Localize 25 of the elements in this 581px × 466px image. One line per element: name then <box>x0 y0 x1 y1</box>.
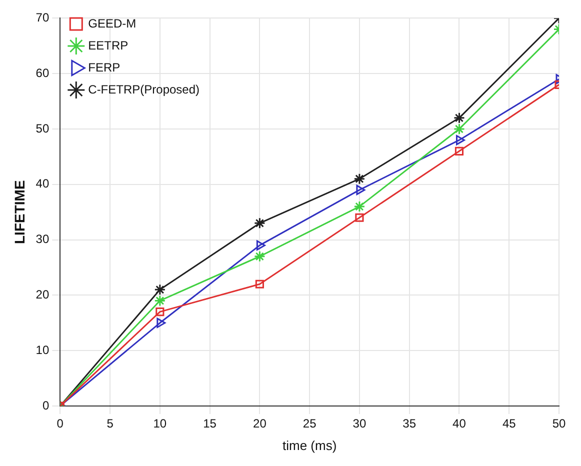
x-tick-label: 20 <box>253 416 267 431</box>
x-tick-label: 15 <box>203 416 217 431</box>
y-tick-label: 50 <box>36 121 50 136</box>
x-tick-label: 5 <box>106 416 114 431</box>
legend-label: GEED-M <box>88 16 136 30</box>
y-tick-label: 70 <box>36 10 50 25</box>
legend-label: FERP <box>88 60 120 74</box>
y-tick-label: 10 <box>36 342 50 357</box>
y-tick-label: 40 <box>36 176 50 191</box>
x-tick-label: 30 <box>352 416 366 431</box>
x-tick-label: 0 <box>56 416 64 431</box>
x-tick-label: 40 <box>452 416 466 431</box>
y-axis-title: LIFETIME <box>11 180 28 244</box>
x-tick-label: 10 <box>153 416 167 431</box>
x-tick-label: 50 <box>552 416 566 431</box>
y-tick-label: 20 <box>36 288 50 302</box>
x-tick-label: 25 <box>302 416 317 431</box>
y-tick-label: 30 <box>36 232 50 246</box>
x-tick-label: 35 <box>402 416 416 431</box>
legend-label: C-FETRP(Proposed) <box>88 82 200 96</box>
y-tick-label: 60 <box>36 66 50 80</box>
x-axis-title: time (ms) <box>282 438 337 453</box>
y-tick-label: 0 <box>42 398 50 412</box>
legend-label: EETRP <box>88 38 128 52</box>
x-tick-label: 45 <box>502 416 516 431</box>
